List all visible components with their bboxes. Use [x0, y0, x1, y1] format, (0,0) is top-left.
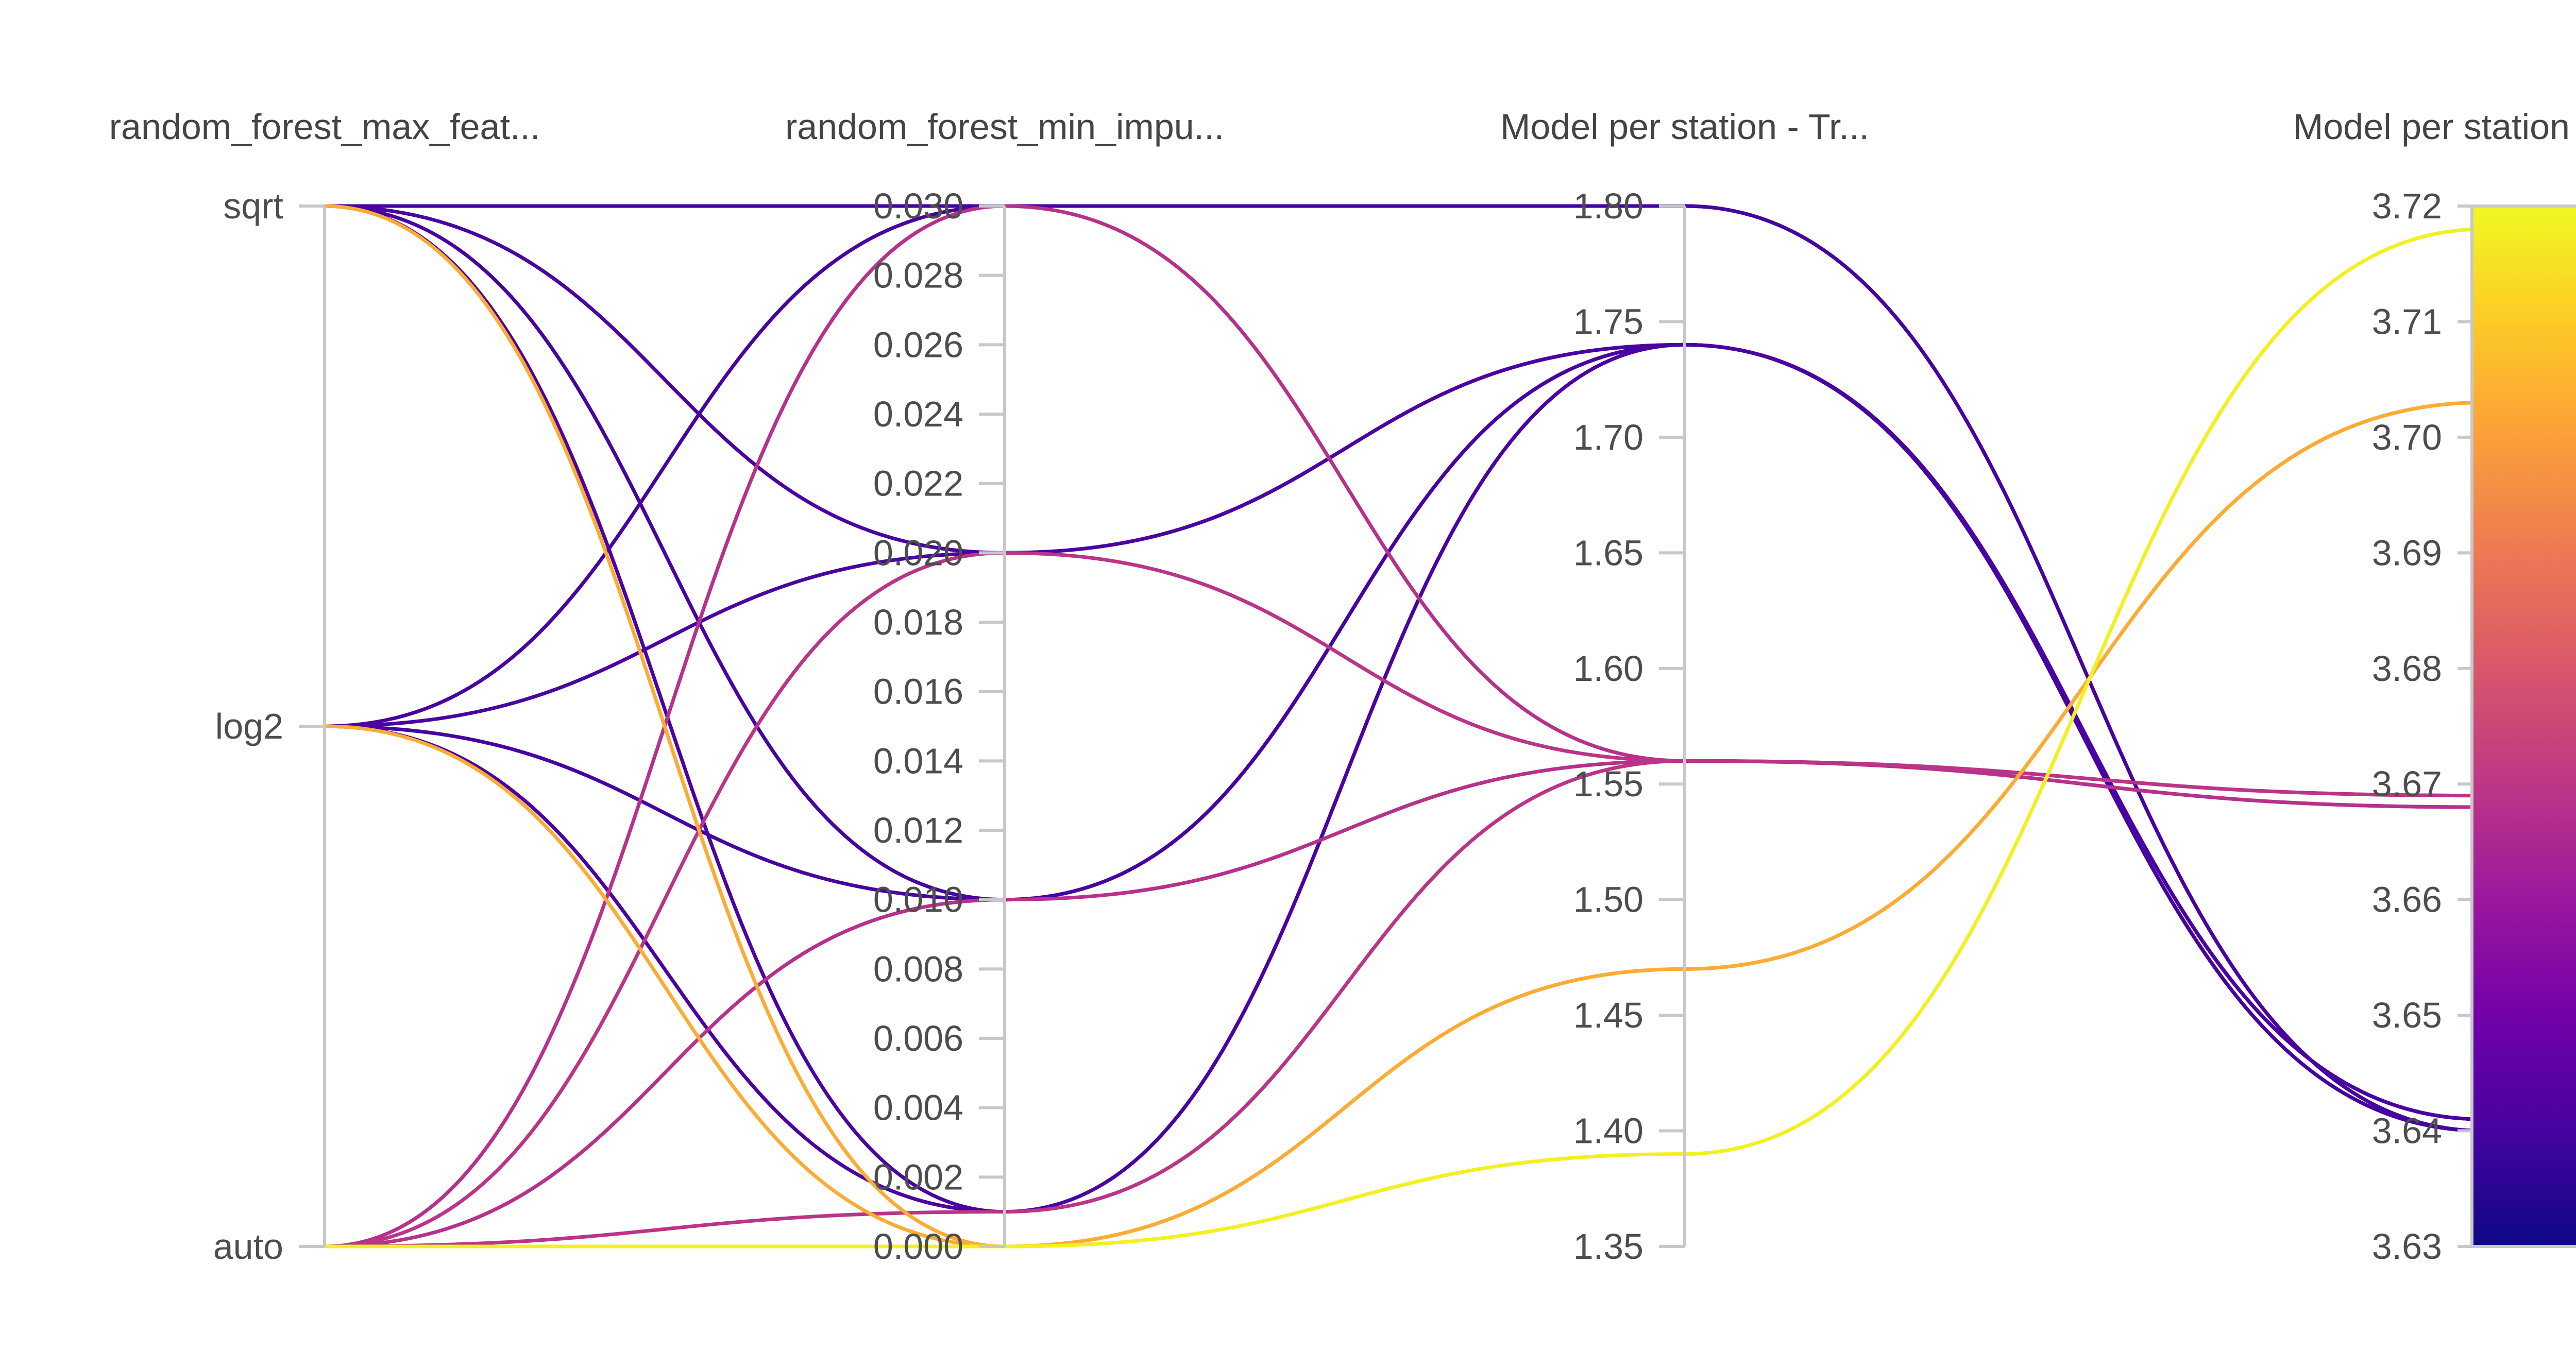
tick-label: 3.63 — [2372, 1226, 2442, 1267]
axis-title[interactable]: Model per station - Tr... — [1500, 107, 1869, 147]
tick-label: 3.66 — [2372, 880, 2442, 920]
axis-0: random_forest_max_feat...sqrt log2 auto — [109, 107, 540, 1267]
tick-label: 0.018 — [873, 602, 963, 642]
data-line-0 — [325, 204, 2484, 1133]
tick-label: 1.55 — [1573, 764, 1643, 804]
tick-label: 1.75 — [1573, 301, 1643, 341]
tick-label: 3.67 — [2372, 764, 2442, 804]
tick-label: 3.65 — [2372, 995, 2442, 1035]
data-line-13 — [324, 759, 2484, 1249]
tick-label: 3.68 — [2372, 648, 2442, 689]
axis-title[interactable]: Model per station - Va... — [2293, 107, 2576, 147]
tick-label: 3.69 — [2372, 533, 2442, 573]
data-line-9 — [324, 401, 2484, 1249]
tick-label: 3.72 — [2372, 186, 2442, 226]
tick-label: 0.012 — [873, 810, 963, 850]
tick-label: 0.028 — [873, 255, 963, 296]
axes: random_forest_max_feat...sqrtlog2autoran… — [109, 107, 2576, 1267]
data-lines — [324, 204, 2484, 1249]
data-line-8 — [324, 343, 2484, 1214]
axis-2: Model per station - Tr... 1.80 1.75 1.70 1.6… — [1500, 107, 1869, 1267]
tick-label: 0.016 — [873, 672, 963, 712]
tick-label: 3.70 — [2372, 417, 2442, 457]
tick-label: 0.000 — [873, 1226, 963, 1267]
axis-title[interactable]: random_forest_max_feat... — [109, 107, 540, 147]
tick-label: 1.45 — [1573, 995, 1643, 1035]
tick-label: 0.024 — [873, 394, 963, 434]
data-line-5 — [324, 204, 2484, 1133]
data-line-6 — [324, 343, 2484, 1121]
tick-label: 0.026 — [873, 324, 963, 365]
tick-label: 1.70 — [1573, 417, 1643, 457]
tick-label: auto — [213, 1226, 283, 1267]
tick-label: 0.010 — [873, 880, 963, 920]
tick-label: log2 — [215, 706, 283, 746]
colorbar-gradient — [2470, 204, 2576, 1248]
data-line-7 — [324, 343, 2484, 1133]
tick-label: 0.020 — [873, 533, 963, 573]
tick-label: 0.004 — [873, 1088, 963, 1128]
tick-label: sqrt — [223, 186, 283, 226]
tick-label: 0.006 — [873, 1018, 963, 1058]
tick-label: 1.35 — [1573, 1226, 1643, 1267]
colorbar — [2470, 204, 2576, 1248]
axis-title[interactable]: random_forest_min_impu... — [785, 107, 1224, 147]
tick-label: 0.030 — [873, 186, 963, 226]
tick-label: 1.40 — [1573, 1111, 1643, 1151]
tick-label: 0.014 — [873, 741, 963, 781]
tick-label: 3.71 — [2372, 301, 2442, 341]
data-line-12 — [324, 759, 2484, 1249]
tick-label: 0.008 — [873, 949, 963, 989]
tick-label: 0.022 — [873, 464, 963, 504]
tick-label: 3.64 — [2372, 1111, 2442, 1151]
axis-1: random_forest_min_impu... 0.030 0.028 0.026… — [785, 107, 1224, 1267]
tick-label: 1.65 — [1573, 533, 1643, 573]
data-line-2 — [324, 204, 2484, 1133]
tick-label: 1.60 — [1573, 648, 1643, 689]
tick-label: 0.002 — [873, 1157, 963, 1197]
tick-label: 1.50 — [1573, 880, 1643, 920]
data-line-14 — [325, 227, 2484, 1249]
tick-label: 1.80 — [1573, 186, 1643, 226]
